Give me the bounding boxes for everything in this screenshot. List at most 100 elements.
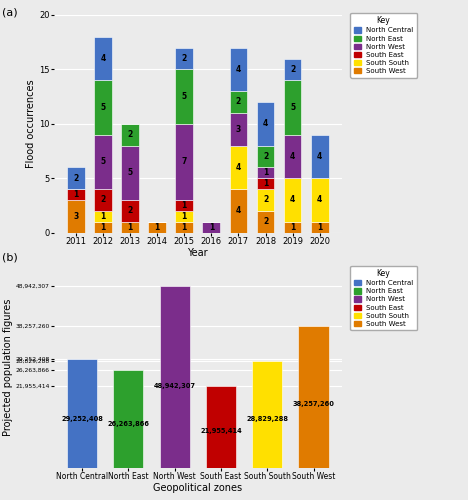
Text: 1: 1	[182, 201, 187, 210]
Bar	[230, 146, 247, 189]
Text: 7: 7	[182, 158, 187, 166]
Text: 1: 1	[100, 222, 105, 232]
Text: 4: 4	[236, 65, 241, 74]
Text: 3: 3	[73, 212, 78, 220]
Bar	[257, 146, 274, 167]
Bar	[230, 113, 247, 146]
Bar	[230, 91, 247, 113]
Text: 1: 1	[317, 222, 322, 232]
Bar	[94, 189, 112, 211]
Text: 1: 1	[154, 222, 160, 232]
Bar	[176, 48, 193, 70]
Bar	[257, 211, 274, 233]
Bar	[230, 189, 247, 232]
Bar	[284, 80, 301, 134]
Text: 1: 1	[127, 222, 132, 232]
Text: 1: 1	[73, 190, 78, 199]
Bar	[206, 386, 236, 468]
Bar	[148, 222, 166, 232]
Text: 5: 5	[100, 158, 105, 166]
Bar	[176, 124, 193, 200]
Bar	[121, 200, 139, 222]
Bar	[252, 360, 282, 468]
Text: 1: 1	[263, 168, 268, 177]
Bar	[176, 222, 193, 232]
Text: 48,942,307: 48,942,307	[154, 383, 196, 389]
Text: 2: 2	[100, 196, 105, 204]
Bar	[257, 167, 274, 178]
Text: 2: 2	[127, 130, 132, 139]
Bar	[311, 222, 329, 232]
Text: 4: 4	[263, 119, 268, 128]
X-axis label: Year: Year	[187, 248, 208, 258]
Bar	[94, 80, 112, 134]
Text: 1: 1	[100, 212, 105, 220]
Text: 4: 4	[290, 152, 295, 161]
Text: 1: 1	[290, 222, 295, 232]
Bar	[121, 222, 139, 232]
Text: 4: 4	[317, 152, 322, 161]
Legend: North Central, North East, North West, South East, South South, South West: North Central, North East, North West, S…	[350, 266, 417, 330]
Bar	[284, 58, 301, 80]
Bar	[113, 370, 143, 468]
Bar	[67, 189, 85, 200]
Bar	[160, 286, 190, 468]
Text: 5: 5	[182, 92, 187, 101]
Bar	[284, 178, 301, 222]
Bar	[257, 178, 274, 189]
Bar	[94, 37, 112, 80]
Text: 2: 2	[263, 152, 268, 161]
Text: 21,955,414: 21,955,414	[200, 428, 242, 434]
Text: 2: 2	[182, 54, 187, 63]
Text: 1: 1	[182, 222, 187, 232]
Text: 4: 4	[236, 206, 241, 215]
Bar	[176, 200, 193, 211]
Text: 1: 1	[209, 222, 214, 232]
Bar	[121, 124, 139, 146]
Text: 29,252,408: 29,252,408	[61, 416, 103, 422]
Text: 5: 5	[127, 168, 132, 177]
Bar	[257, 102, 274, 146]
Text: 2: 2	[127, 206, 132, 215]
Text: (a): (a)	[2, 8, 18, 18]
Bar	[94, 134, 112, 189]
Text: 1: 1	[182, 212, 187, 220]
Text: (b): (b)	[2, 252, 18, 262]
Text: 4: 4	[290, 196, 295, 204]
Bar	[311, 134, 329, 178]
Y-axis label: Projected population figures: Projected population figures	[2, 299, 13, 436]
Bar	[311, 178, 329, 222]
Bar	[67, 167, 85, 189]
Text: 2: 2	[73, 174, 78, 182]
Text: 1: 1	[263, 179, 268, 188]
Text: 2: 2	[263, 217, 268, 226]
Bar	[176, 70, 193, 124]
Bar	[67, 200, 85, 232]
Bar	[284, 222, 301, 232]
Bar	[121, 146, 139, 200]
Bar	[67, 359, 97, 468]
Text: 26,263,866: 26,263,866	[107, 420, 149, 426]
Text: 5: 5	[290, 103, 295, 112]
Legend: North Central, North East, North West, South East, South South, South West: North Central, North East, North West, S…	[350, 13, 417, 78]
Y-axis label: Flood occurrences: Flood occurrences	[26, 80, 37, 168]
Bar	[284, 134, 301, 178]
Text: 4: 4	[317, 196, 322, 204]
Bar	[176, 211, 193, 222]
Bar	[257, 189, 274, 211]
Bar	[203, 222, 220, 232]
Bar	[94, 211, 112, 222]
Text: 38,257,260: 38,257,260	[292, 400, 335, 406]
Text: 4: 4	[236, 163, 241, 172]
Text: 4: 4	[100, 54, 105, 63]
Bar	[94, 222, 112, 232]
X-axis label: Geopolitical zones: Geopolitical zones	[153, 484, 242, 494]
Text: 28,829,288: 28,829,288	[246, 416, 288, 422]
Bar	[230, 48, 247, 91]
Text: 5: 5	[100, 103, 105, 112]
Text: 2: 2	[263, 196, 268, 204]
Text: 2: 2	[236, 98, 241, 106]
Text: 2: 2	[290, 65, 295, 74]
Bar	[299, 326, 329, 468]
Text: 3: 3	[236, 124, 241, 134]
